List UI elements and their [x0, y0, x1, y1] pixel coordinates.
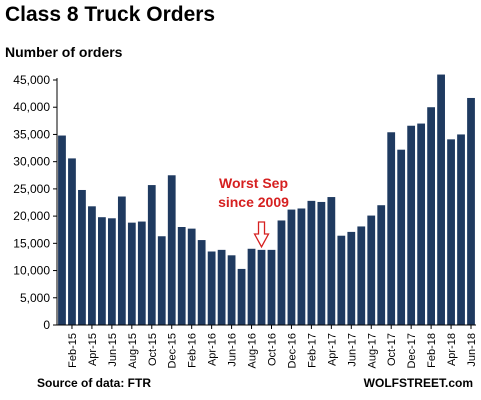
bar-jun-15 [107, 218, 116, 325]
bar-mar-18 [437, 74, 445, 325]
bar-mar-17 [317, 201, 326, 325]
bar-may-15 [98, 217, 106, 325]
bar-feb-17 [307, 200, 316, 325]
bar-aug-16 [247, 248, 256, 325]
bar-nov-15 [157, 236, 166, 325]
x-tick-label: Oct-17 [386, 333, 398, 366]
x-tick-label: Jun-17 [346, 333, 358, 367]
bar-may-16 [217, 249, 226, 325]
x-tick-label: Aug-15 [127, 333, 139, 368]
x-tick-label: Jun-16 [227, 333, 239, 367]
bar-sep-17 [377, 205, 386, 325]
y-tick-label: 35,000 [13, 127, 50, 141]
annotation-arrow [253, 221, 270, 249]
bar-jun-16 [227, 255, 236, 325]
bar-jun-17 [347, 231, 356, 325]
bar-sep-16 [257, 249, 266, 325]
x-tick-label: Apr-16 [207, 333, 219, 366]
x-tick-label: Aug-16 [247, 333, 259, 368]
bar-jul-17 [357, 226, 366, 325]
bar-apr-16 [207, 251, 216, 325]
y-tick-label: 10,000 [13, 264, 50, 278]
x-tick-label: Jun-18 [466, 333, 478, 367]
bar-may-17 [337, 235, 346, 325]
bar-dec-16 [287, 209, 296, 325]
y-tick-label: 25,000 [13, 182, 50, 196]
chart-title: Class 8 Truck Orders [5, 3, 216, 26]
bar-apr-15 [88, 206, 96, 325]
bar-oct-17 [387, 132, 396, 325]
x-tick-label: Dec-15 [167, 333, 179, 368]
bar-jan-15 [58, 135, 66, 325]
bar-jan-16 [177, 227, 186, 325]
bar-aug-15 [127, 222, 136, 325]
bar-may-18 [457, 134, 465, 325]
y-tick-label: 20,000 [13, 209, 50, 223]
x-tick-label: Dec-17 [406, 333, 418, 368]
x-tick-label: Feb-18 [426, 333, 438, 368]
x-tick-label: Dec-16 [286, 333, 298, 368]
bar-dec-17 [407, 125, 416, 325]
y-tick-label: 30,000 [13, 155, 50, 169]
x-tick-label: Feb-15 [67, 333, 79, 368]
bar-apr-17 [327, 197, 336, 325]
y-tick-label: 5,000 [20, 291, 50, 305]
x-tick-label: Apr-17 [326, 333, 338, 366]
y-tick-label: 0 [43, 318, 50, 332]
y-tick-label: 45,000 [13, 73, 50, 87]
bar-apr-18 [447, 139, 455, 325]
bar-jan-18 [417, 123, 426, 325]
bar-nov-17 [397, 149, 406, 325]
y-tick-label: 40,000 [13, 100, 50, 114]
x-tick-label: Oct-16 [266, 333, 278, 366]
x-tick-label: Aug-17 [366, 333, 378, 368]
y-tick-label: 15,000 [13, 236, 50, 250]
x-tick-label: Oct-15 [147, 333, 159, 366]
bar-nov-16 [277, 220, 286, 325]
x-tick-label: Feb-16 [187, 333, 199, 368]
brand-label: WOLFSTREET.com [363, 376, 473, 390]
bar-dec-15 [167, 175, 176, 325]
bar-sep-15 [137, 221, 146, 325]
source-note: Source of data: FTR [37, 376, 152, 390]
annotation-line-2: since 2009 [218, 194, 289, 210]
x-tick-label: Apr-18 [446, 333, 458, 366]
bar-mar-16 [197, 240, 206, 325]
bar-jan-17 [297, 208, 306, 325]
y-axis-label: Number of orders [5, 44, 123, 60]
x-tick-label: Jun-15 [107, 333, 119, 367]
x-tick-label: Feb-17 [306, 333, 318, 368]
bar-feb-16 [187, 228, 196, 325]
bar-mar-15 [78, 189, 86, 325]
bar-feb-18 [427, 107, 435, 325]
annotation-line-1: Worst Sep [219, 175, 288, 191]
bar-oct-16 [267, 249, 276, 325]
bar-jul-16 [237, 268, 246, 325]
bar-jul-15 [117, 196, 126, 325]
bar-feb-15 [68, 158, 76, 325]
bar-jun-18 [467, 97, 475, 325]
bar-aug-17 [367, 215, 376, 325]
x-tick-label: Apr-15 [87, 333, 99, 366]
bar-oct-15 [147, 185, 156, 325]
